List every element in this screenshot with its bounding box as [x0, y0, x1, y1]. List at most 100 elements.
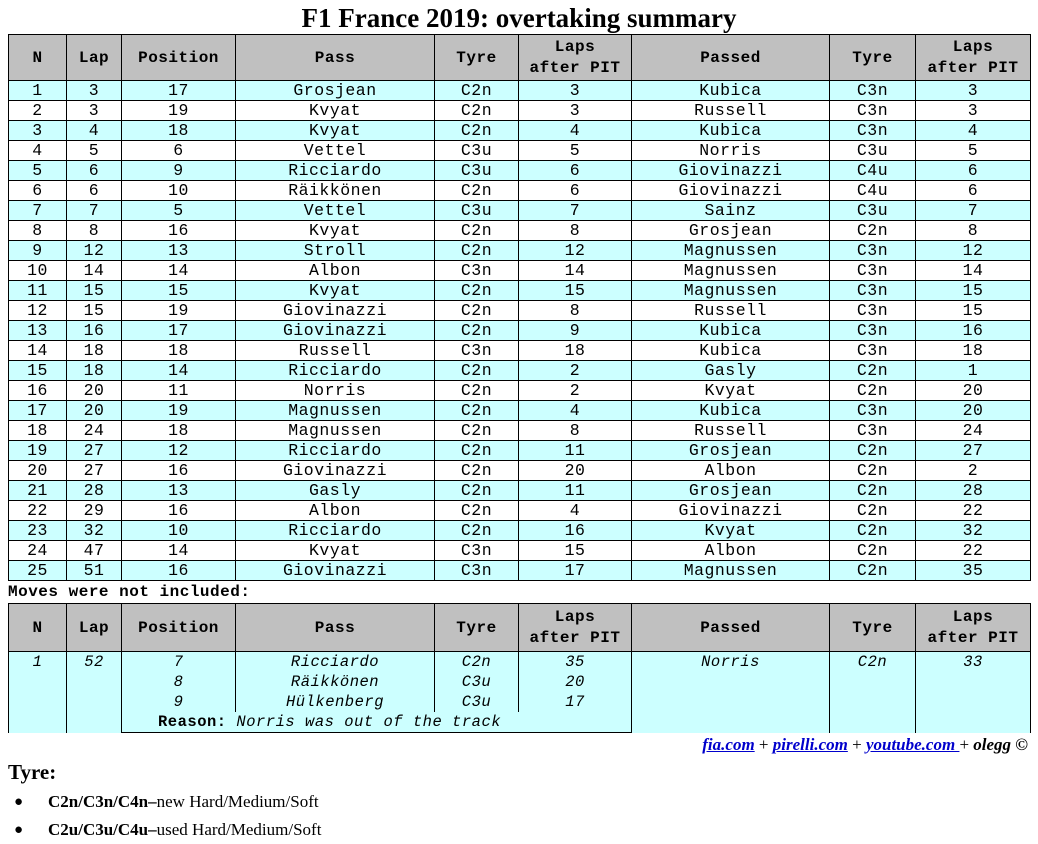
cell-n: 20 [8, 460, 67, 481]
cell-laps-after-pit-passed: 14 [915, 260, 1031, 281]
cell-position: 16 [121, 220, 236, 241]
cell-pass: Giovinazzi [235, 320, 435, 341]
excluded-moves-table: N Lap Position Pass Tyre Laps after PIT P… [8, 603, 1031, 733]
cell-laps-after-pit: 12 [518, 240, 632, 261]
table-row: 17 20 19 Magnussen C2n 4 Kubica C3n 20 [8, 400, 1031, 421]
cell-lap: 32 [66, 520, 122, 541]
cell-tyre: C2n [434, 240, 519, 261]
cell-lap: 29 [66, 500, 122, 521]
excluded-position: 7 [121, 651, 236, 672]
cell-tyre-passed: C2n [829, 500, 916, 521]
cell-pass: Norris [235, 380, 435, 401]
table-row: 6 6 10 Räikkönen C2n 6 Giovinazzi C4u 6 [8, 180, 1031, 201]
cell-tyre-passed: C2n [829, 360, 916, 381]
cell-laps-after-pit: 3 [518, 80, 632, 101]
cell-n: 18 [8, 420, 67, 441]
cell-laps-after-pit-passed: 6 [915, 180, 1031, 201]
cell-lap: 15 [66, 280, 122, 301]
reason-text: Norris was out of the track [226, 713, 502, 731]
cell-tyre: C2n [434, 500, 519, 521]
excluded-reason: Reason: Norris was out of the track [121, 712, 632, 733]
excluded-reason-row: Reason: Norris was out of the track [9, 712, 1031, 733]
cell-tyre: C3u [434, 160, 519, 181]
cell-lap: 6 [66, 160, 122, 181]
cell-tyre-passed: C2n [829, 380, 916, 401]
pirelli-link[interactable]: pirelli.com [772, 735, 848, 754]
cell-position: 16 [121, 460, 236, 481]
cell-laps-after-pit: 4 [518, 400, 632, 421]
cell-laps-after-pit: 18 [518, 340, 632, 361]
cell-passed: Russell [631, 300, 830, 321]
cell-passed: Albon [631, 540, 830, 561]
cell-tyre: C2n [434, 180, 519, 201]
excluded-laps: 17 [518, 692, 632, 712]
cell-laps-after-pit: 15 [518, 280, 632, 301]
cell-laps-after-pit-passed: 20 [915, 400, 1031, 421]
excluded-caption: Moves were not included: [8, 583, 251, 601]
cell-position: 18 [121, 120, 236, 141]
cell-passed: Giovinazzi [631, 500, 830, 521]
cell-lap: 14 [66, 260, 122, 281]
bullet-icon: ● [14, 821, 24, 838]
cell-pass: Räikkönen [235, 180, 435, 201]
cell-lap: 18 [66, 340, 122, 361]
cell-laps-after-pit-passed: 16 [915, 320, 1031, 341]
cell-lap: 20 [66, 380, 122, 401]
plus-sign: + [852, 735, 862, 754]
excluded-tyre: C2n [434, 651, 519, 672]
fia-link[interactable]: fia.com [702, 735, 755, 754]
cell-tyre: C2n [434, 400, 519, 421]
table-row: 24 47 14 Kvyat C3n 15 Albon C2n 22 [8, 540, 1031, 561]
cell-tyre: C2n [434, 380, 519, 401]
cell-pass: Kvyat [235, 540, 435, 561]
cell-laps-after-pit-passed: 32 [915, 520, 1031, 541]
cell-tyre-passed: C2n [829, 480, 916, 501]
cell-tyre-passed: C3n [829, 80, 916, 101]
cell-tyre-passed: C3n [829, 340, 916, 361]
cell-passed: Kubica [631, 80, 830, 101]
cell-position: 13 [121, 480, 236, 501]
cell-laps-after-pit: 7 [518, 200, 632, 221]
table-row: 11 15 15 Kvyat C2n 15 Magnussen C3n 15 [8, 280, 1031, 301]
legend-codes: C2u/C3u/C4u [48, 820, 149, 839]
cell-laps-after-pit: 2 [518, 380, 632, 401]
cell-laps-after-pit: 4 [518, 500, 632, 521]
cell-laps-after-pit-passed: 15 [915, 280, 1031, 301]
credits: fia.com + pirelli.com + youtube.com + ol… [702, 735, 1028, 755]
cell-position: 17 [121, 80, 236, 101]
cell-n: 19 [8, 440, 67, 461]
youtube-link[interactable]: youtube.com [865, 735, 960, 754]
header-passed: Passed [631, 34, 830, 81]
cell-laps-after-pit: 6 [518, 180, 632, 201]
cell-lap: 8 [66, 220, 122, 241]
cell-tyre: C3n [434, 340, 519, 361]
cell-position: 12 [121, 440, 236, 461]
excluded-laps: 20 [518, 672, 632, 692]
cell-pass: Ricciardo [235, 160, 435, 181]
cell-laps-after-pit-passed: 6 [915, 160, 1031, 181]
cell-tyre: C2n [434, 360, 519, 381]
cell-n: 24 [8, 540, 67, 561]
excluded-position: 9 [121, 692, 236, 712]
cell-laps-after-pit-passed: 7 [915, 200, 1031, 221]
cell-position: 14 [121, 360, 236, 381]
cell-tyre-passed: C3n [829, 420, 916, 441]
table-row: 12 15 19 Giovinazzi C2n 8 Russell C3n 15 [8, 300, 1031, 321]
table-row: 20 27 16 Giovinazzi C2n 20 Albon C2n 2 [8, 460, 1031, 481]
cell-pass: Giovinazzi [235, 460, 435, 481]
legend-codes: C2n/C3n/C4n [48, 792, 149, 811]
cell-laps-after-pit: 6 [518, 160, 632, 181]
cell-tyre: C2n [434, 420, 519, 441]
cell-lap: 15 [66, 300, 122, 321]
table-row: 21 28 13 Gasly C2n 11 Grosjean C2n 28 [8, 480, 1031, 501]
cell-lap: 7 [66, 200, 122, 221]
cell-passed: Albon [631, 460, 830, 481]
excluded-row: 1 52 7 Ricciardo C2n 35 Norris C2n 33 [8, 651, 1031, 733]
cell-position: 19 [121, 100, 236, 121]
cell-laps-after-pit: 8 [518, 220, 632, 241]
table-row: 4 5 6 Vettel C3u 5 Norris C3u 5 [8, 140, 1031, 161]
cell-n: 12 [8, 300, 67, 321]
cell-pass: Ricciardo [235, 360, 435, 381]
cell-n: 22 [8, 500, 67, 521]
table-row: 19 27 12 Ricciardo C2n 11 Grosjean C2n 27 [8, 440, 1031, 461]
